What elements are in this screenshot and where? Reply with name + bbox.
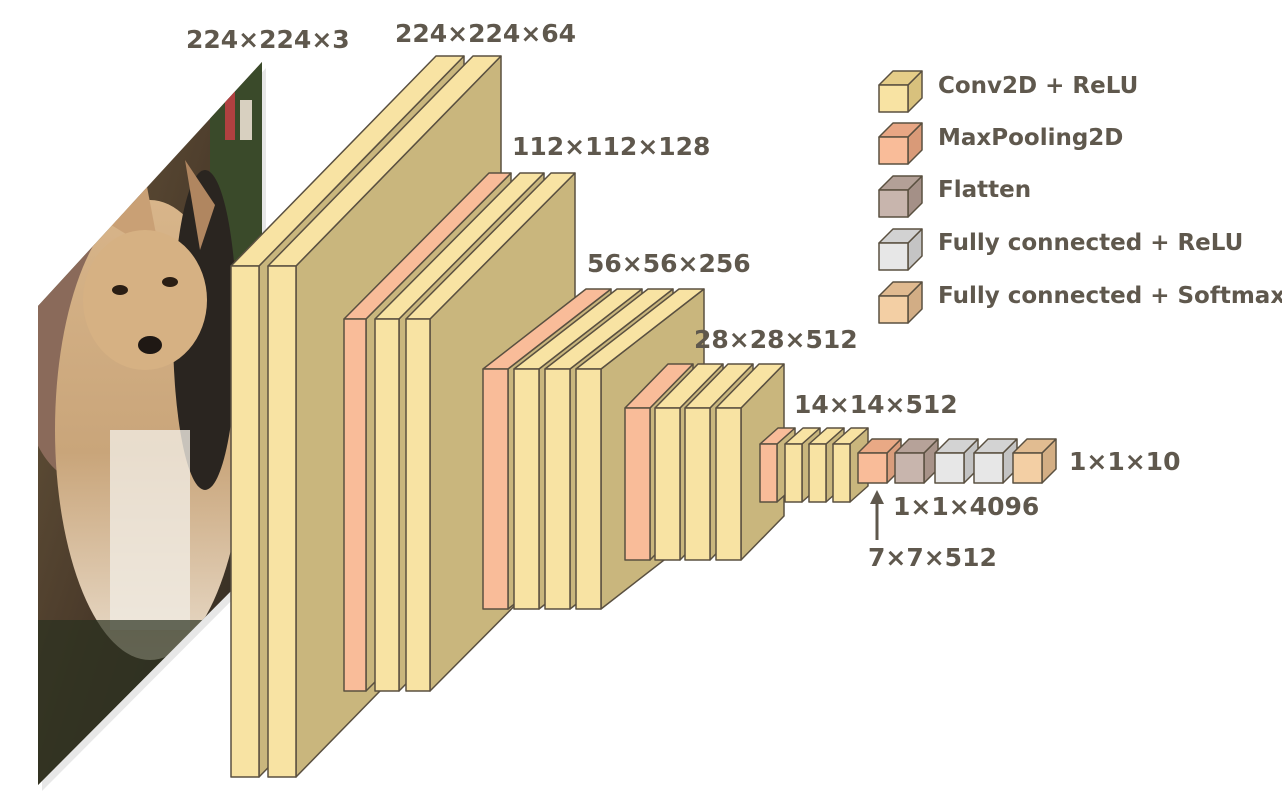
head-fc-relu-2 (973, 438, 1018, 484)
flatten-cube-icon (878, 175, 923, 218)
dim-label-block2: 112×112×128 (512, 132, 710, 161)
legend-label: Flatten (938, 177, 1031, 203)
legend-item-flatten: Flatten (878, 175, 1031, 218)
legend-item-maxpool: MaxPooling2D (878, 122, 1123, 165)
dim-label-pool5: 7×7×512 (868, 543, 997, 572)
flatten-input-arrow (870, 490, 884, 540)
head-fc-relu-1 (934, 438, 979, 484)
maxpool-cube-icon (878, 122, 923, 165)
dim-label-block1: 224×224×64 (395, 19, 576, 48)
network-layers (230, 55, 1057, 778)
legend-label: Fully connected + ReLU (938, 230, 1243, 256)
head-flatten (894, 438, 939, 484)
legend-label: Conv2D + ReLU (938, 73, 1138, 99)
conv-cube-icon (878, 70, 923, 113)
legend: Conv2D + ReLU MaxPooling2D Flatten Fully… (878, 70, 1282, 324)
fc-relu-cube-icon (878, 228, 923, 271)
fc-softmax-cube-icon (878, 281, 923, 324)
dim-label-fc: 1×1×4096 (893, 492, 1039, 521)
legend-item-fc-relu: Fully connected + ReLU (878, 228, 1243, 271)
legend-item-conv: Conv2D + ReLU (878, 70, 1138, 113)
dim-label-input: 224×224×3 (186, 25, 350, 54)
dim-label-block5: 14×14×512 (794, 390, 958, 419)
legend-label: Fully connected + Softmax (938, 283, 1282, 309)
legend-label: MaxPooling2D (938, 125, 1123, 151)
dim-label-output: 1×1×10 (1069, 447, 1180, 476)
legend-item-fc-softmax: Fully connected + Softmax (878, 281, 1282, 324)
dim-label-block3: 56×56×256 (587, 249, 751, 278)
dim-label-block4: 28×28×512 (694, 325, 858, 354)
head-fc-softmax (1012, 438, 1057, 484)
